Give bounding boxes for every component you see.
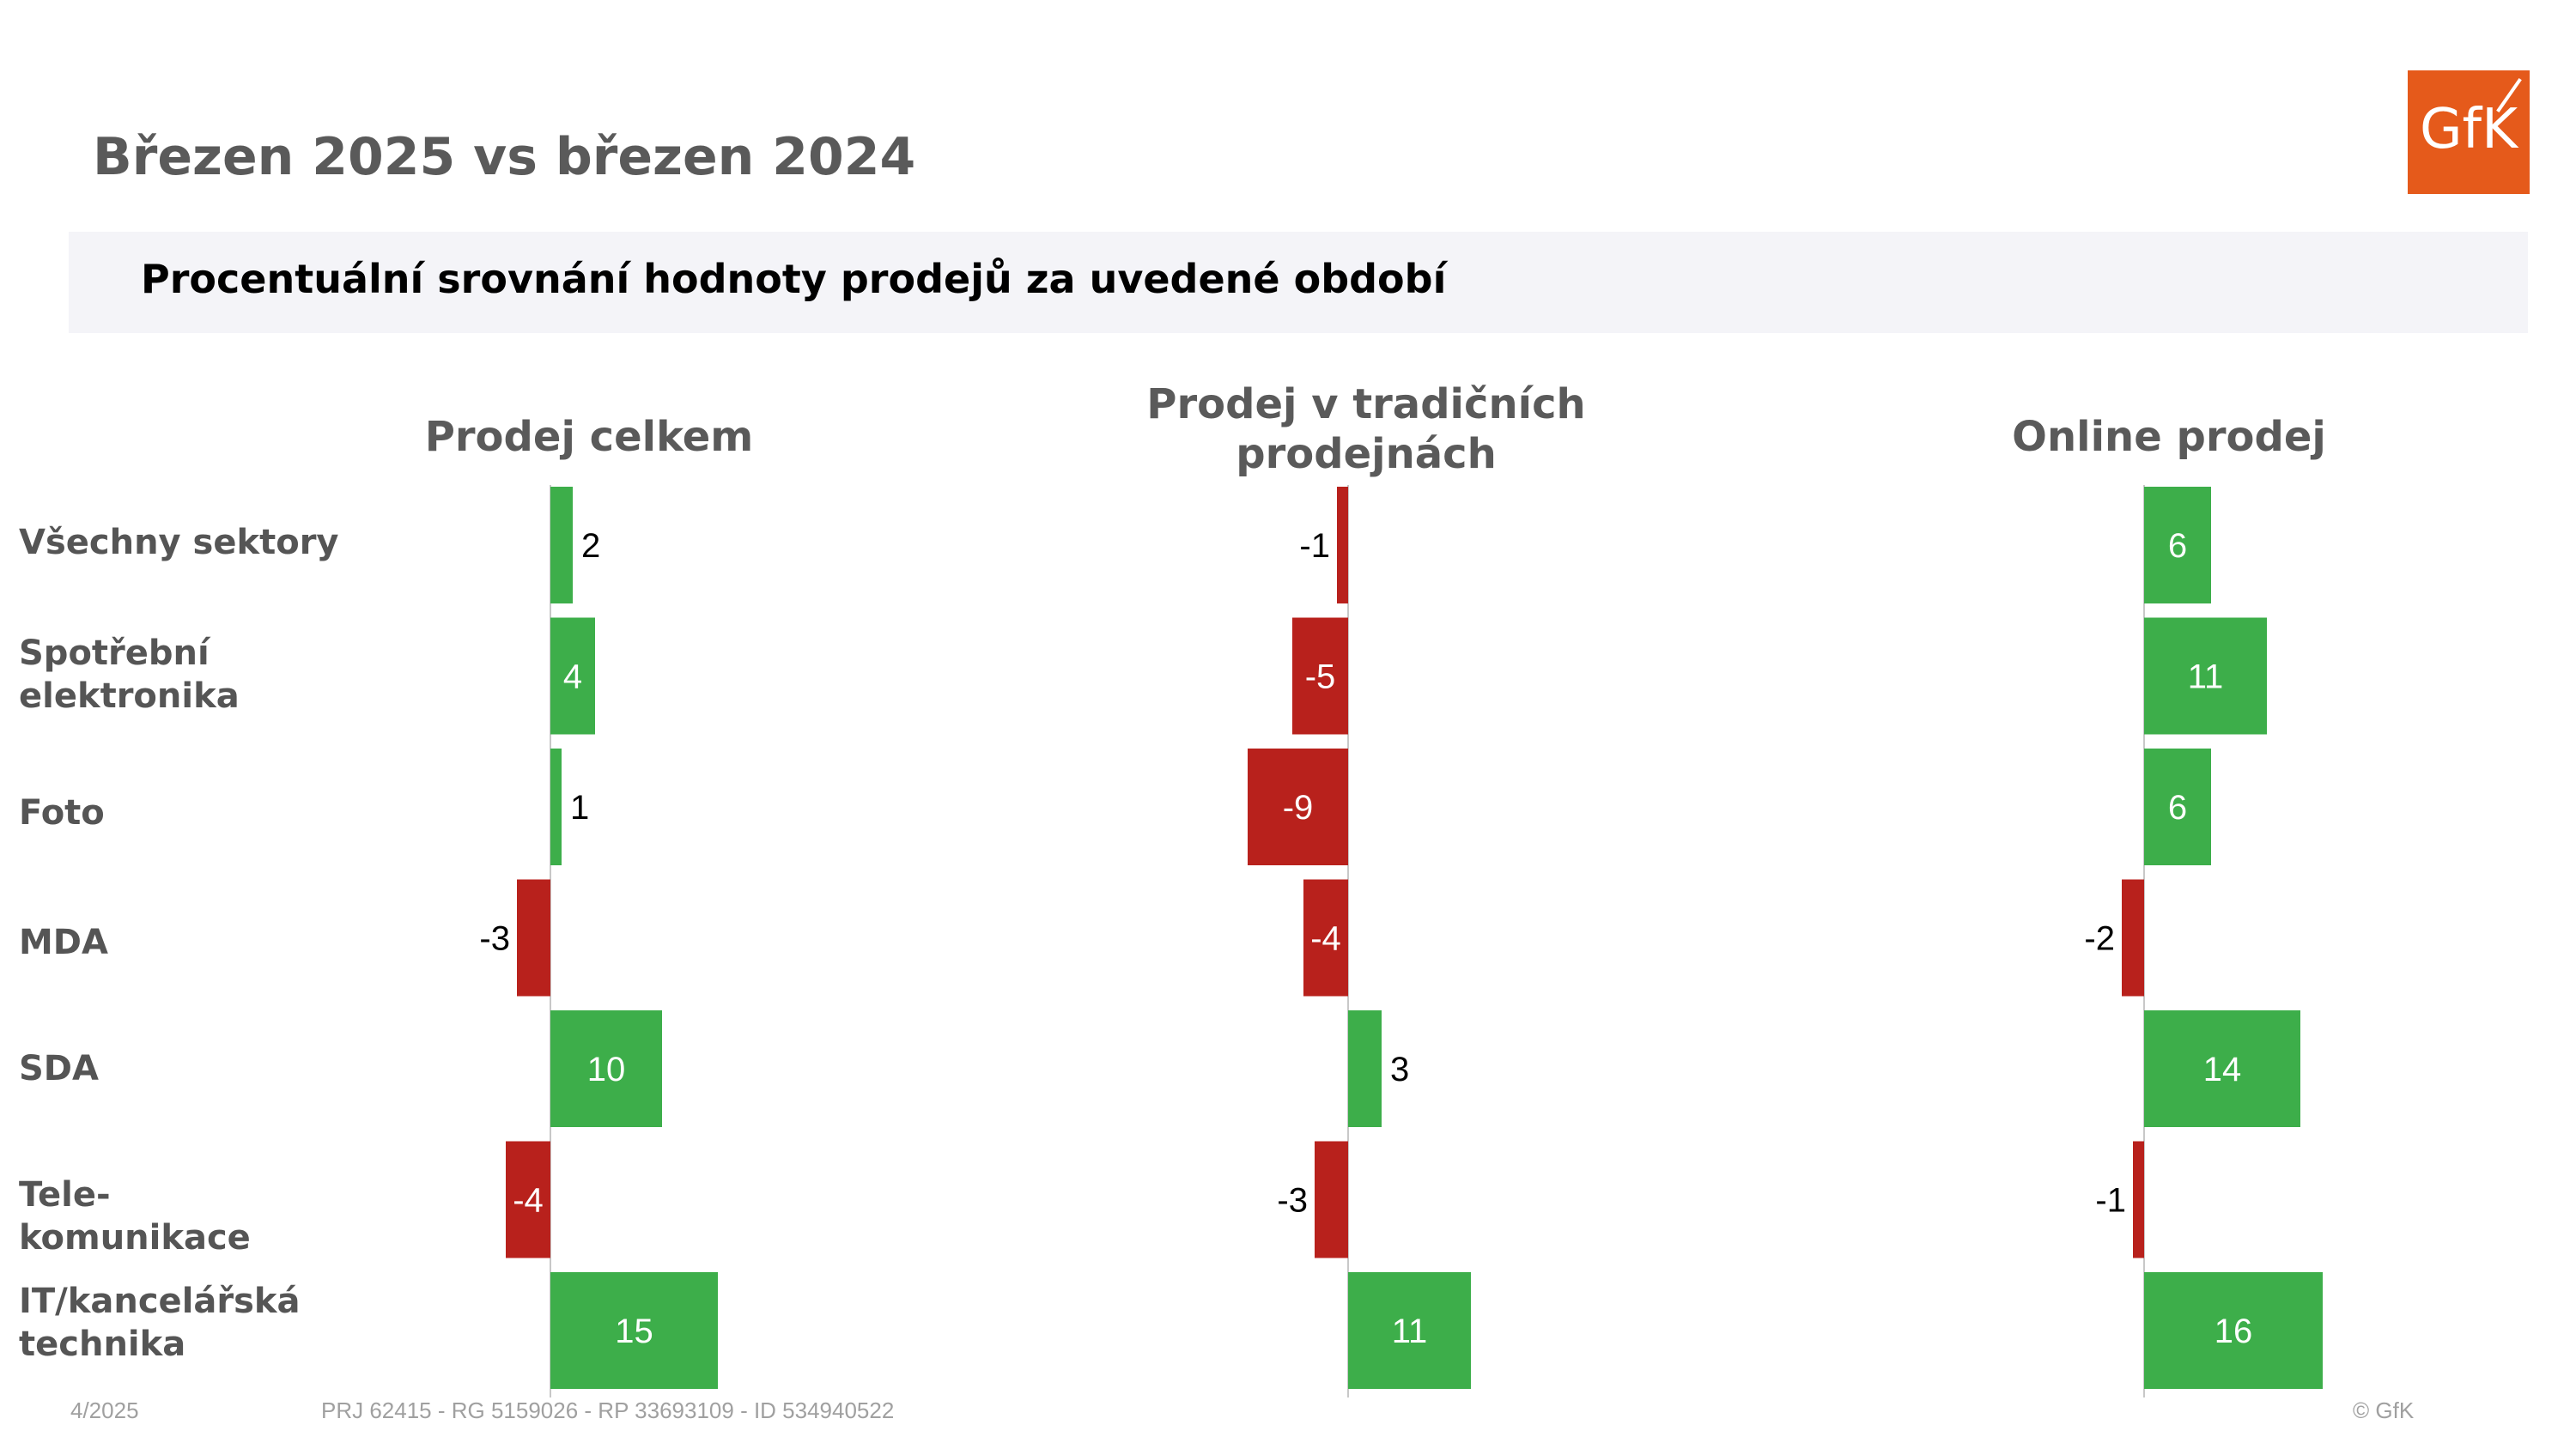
bar-total-0 — [550, 487, 573, 603]
bar-online-2 — [2144, 749, 2211, 865]
data-label-online-1: 11 — [2188, 658, 2224, 696]
bar-online-0 — [2144, 487, 2211, 603]
footer-reference: PRJ 62415 - RG 5159026 - RP 33693109 - I… — [321, 1397, 895, 1423]
bar-total-6 — [550, 1272, 718, 1389]
footer-date: 4/2025 — [70, 1397, 139, 1423]
bar-traditional-6 — [1348, 1272, 1471, 1389]
bar-online-1 — [2144, 617, 2267, 735]
data-label-total-4: 10 — [587, 1051, 626, 1088]
data-label-online-6: 16 — [2215, 1313, 2253, 1350]
bar-traditional-1 — [1292, 617, 1348, 735]
data-label-traditional-4: 3 — [1390, 1051, 1409, 1088]
bar-online-5 — [2133, 1141, 2144, 1258]
panel-title-online: Online prodej — [2012, 413, 2326, 461]
data-label-total-0: 2 — [581, 527, 600, 565]
data-label-traditional-2: -9 — [1283, 789, 1314, 827]
row-label-it-office: IT/kancelářská technika — [19, 1282, 301, 1364]
data-label-total-1: 4 — [563, 658, 582, 696]
data-label-traditional-3: -4 — [1310, 920, 1341, 958]
bar-online-3 — [2122, 879, 2144, 997]
row-label-telecom: Tele- komunikace — [19, 1175, 251, 1258]
bar-total-3 — [517, 879, 550, 997]
data-label-traditional-0: -1 — [1299, 527, 1330, 565]
bar-traditional-5 — [1315, 1141, 1348, 1258]
bar-total-2 — [550, 749, 562, 865]
data-label-total-5: -4 — [513, 1182, 544, 1220]
logo-text: GfK — [2419, 98, 2518, 161]
bar-online-6 — [2144, 1272, 2323, 1389]
data-label-online-2: 6 — [2168, 789, 2187, 827]
data-label-traditional-1: -5 — [1305, 658, 1336, 696]
data-label-traditional-5: -3 — [1277, 1182, 1308, 1220]
data-label-online-4: 14 — [2203, 1051, 2242, 1088]
page-subtitle: Procentuální srovnání hodnoty prodejů za… — [141, 256, 1447, 302]
subtitle-band: Procentuální srovnání hodnoty prodejů za… — [69, 232, 2528, 333]
data-label-total-3: -3 — [479, 920, 510, 958]
bar-traditional-4 — [1348, 1010, 1382, 1127]
data-label-traditional-6: 11 — [1392, 1313, 1428, 1350]
bar-online-4 — [2144, 1010, 2300, 1127]
bar-traditional-2 — [1248, 749, 1348, 865]
gfk-logo: GfK — [2408, 70, 2530, 194]
data-label-online-5: -1 — [2095, 1182, 2126, 1220]
footer-copyright: © GfK — [2353, 1397, 2415, 1423]
row-label-sda: SDA — [19, 1049, 99, 1088]
panel-title-total: Prodej celkem — [424, 413, 754, 461]
bar-total-1 — [550, 617, 595, 735]
row-label-consumer-electronics: Spotřební elektronika — [19, 634, 240, 716]
bar-total-4 — [550, 1010, 662, 1127]
row-label-all-sectors: Všechny sektory — [19, 523, 339, 562]
page-title: Březen 2025 vs březen 2024 — [93, 127, 916, 187]
data-label-total-2: 1 — [570, 789, 589, 827]
data-label-online-0: 6 — [2168, 527, 2187, 565]
data-label-total-6: 15 — [615, 1313, 653, 1350]
data-label-online-3: -2 — [2084, 920, 2115, 958]
bar-traditional-3 — [1303, 879, 1348, 997]
row-label-photo: Foto — [19, 793, 105, 833]
panel-title-traditional: Prodej v tradičních prodejnách — [1146, 380, 1586, 478]
bar-traditional-0 — [1337, 487, 1348, 603]
bar-total-5 — [506, 1141, 550, 1258]
row-label-mda: MDA — [19, 923, 108, 962]
